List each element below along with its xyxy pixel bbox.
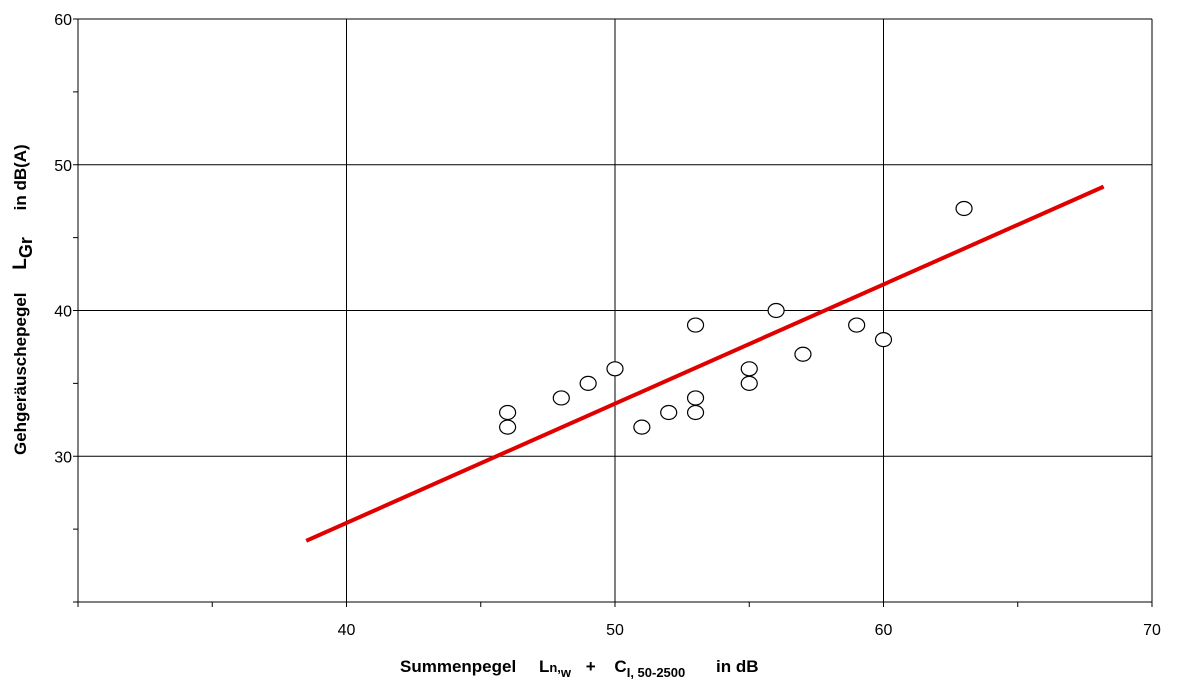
data-point <box>660 404 678 421</box>
regression-line-group <box>305 184 1105 543</box>
data-point <box>579 375 597 391</box>
data-point <box>740 361 758 377</box>
x-axis-title-main: Summenpegel <box>400 657 516 676</box>
y-axis-title-unit: in dB(A) <box>11 144 30 210</box>
data-point <box>686 390 705 406</box>
x-tick-label: 60 <box>875 622 893 639</box>
x-axis-title-l-sub: n, <box>549 660 561 675</box>
y-axis-title-l-sub: Gr <box>16 237 36 258</box>
data-point <box>848 317 866 333</box>
x-axis-title: Summenpegel Ln,w + CI, 50-2500 in dB <box>400 657 758 681</box>
y-tick-label: 50 <box>54 158 72 175</box>
y-axis-title-l: L <box>10 258 31 270</box>
data-point <box>499 404 517 421</box>
x-tick-label: 40 <box>338 622 356 639</box>
y-axis-title-main: Gehgeräuschepegel <box>11 292 30 455</box>
data-point <box>955 200 973 217</box>
y-tick-labels: 30 40 50 60 <box>54 12 72 466</box>
regression-line <box>305 184 1105 543</box>
x-tick-label: 50 <box>606 622 624 639</box>
data-point <box>794 346 812 362</box>
x-axis-title-c: C <box>614 657 626 676</box>
x-axis-title-l: L <box>539 657 549 676</box>
data-point <box>686 404 705 421</box>
data-point <box>767 302 785 319</box>
x-tick-labels: 40 50 60 70 <box>338 622 1161 639</box>
y-axis-title: Gehgeräuschepegel LGr in dB(A) <box>10 144 36 455</box>
y-tick-label: 40 <box>54 304 72 321</box>
data-points <box>499 200 973 435</box>
y-tick-label: 60 <box>54 12 72 29</box>
grid <box>78 19 1152 602</box>
data-point <box>499 419 517 435</box>
x-axis-title-c-sub: I, 50-2500 <box>627 665 686 680</box>
data-point <box>740 375 758 391</box>
data-point <box>552 390 570 406</box>
data-point <box>606 361 624 377</box>
x-axis-title-plus: + <box>586 657 596 676</box>
data-point <box>686 317 705 333</box>
x-axis-title-unit: in dB <box>716 657 759 676</box>
x-axis-title-l-sub2: w <box>560 665 572 680</box>
x-tick-label: 70 <box>1143 622 1161 639</box>
tick-marks <box>73 18 1153 607</box>
data-point <box>874 332 893 348</box>
data-point <box>633 419 651 435</box>
y-tick-label: 30 <box>54 449 72 466</box>
